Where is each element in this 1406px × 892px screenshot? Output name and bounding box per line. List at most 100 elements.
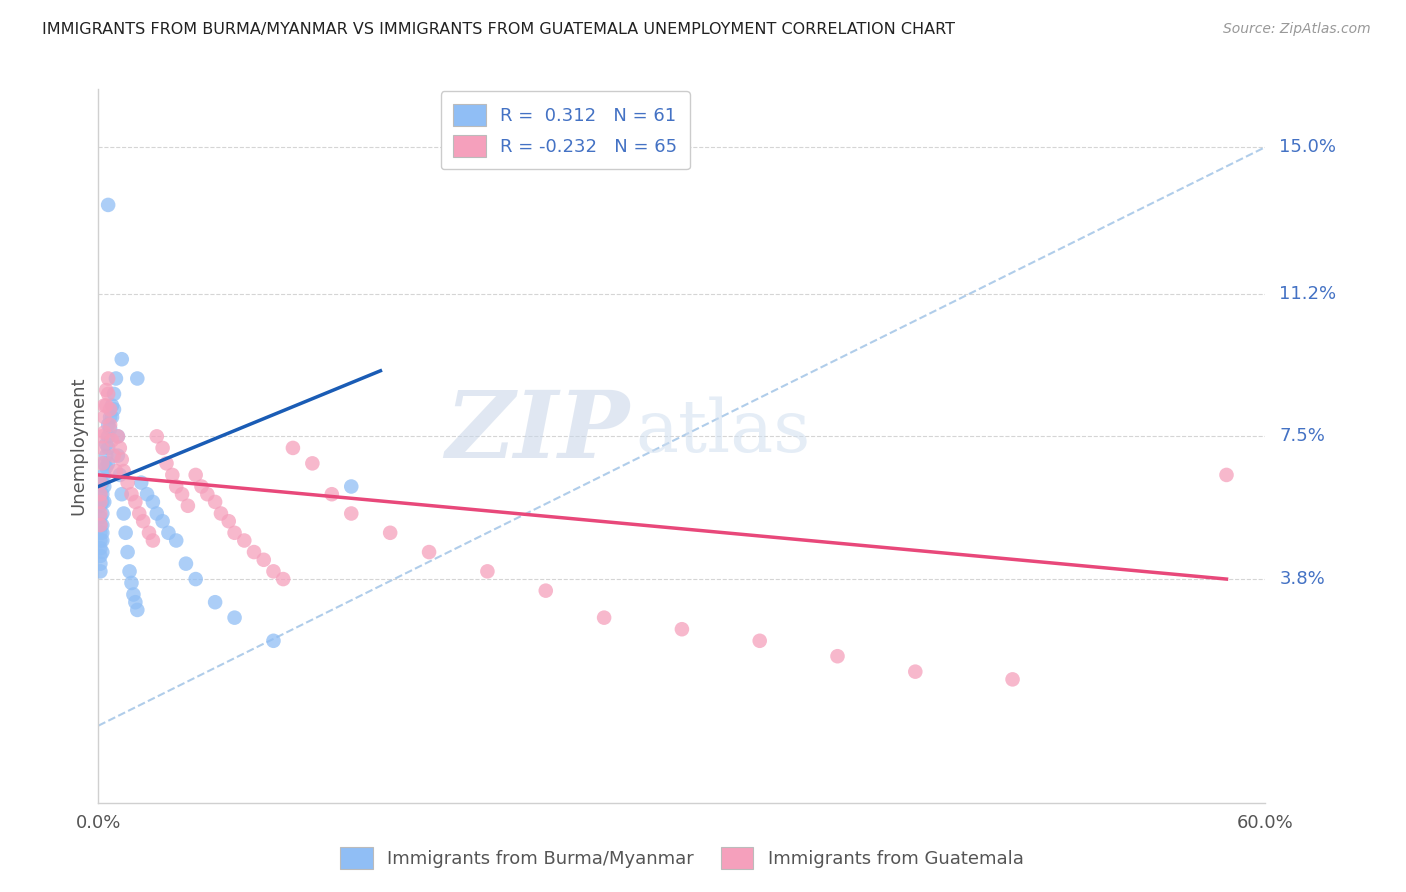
Point: [146, 429, 169, 443]
Point: [107, 429, 129, 443]
Point: [89, 525, 111, 540]
Point: [101, 399, 124, 413]
Point: [224, 525, 246, 540]
Point: [97, 441, 120, 455]
Point: [91, 495, 114, 509]
Point: [128, 507, 150, 521]
Point: [98, 402, 121, 417]
Point: [111, 352, 134, 367]
Point: [93, 479, 115, 493]
Point: [281, 441, 304, 455]
Point: [195, 487, 218, 501]
Text: Source: ZipAtlas.com: Source: ZipAtlas.com: [1223, 22, 1371, 37]
Point: [593, 610, 616, 624]
Point: [89, 475, 111, 490]
Point: [89, 565, 111, 579]
Point: [91, 441, 114, 455]
Point: [104, 371, 127, 385]
Point: [101, 434, 124, 448]
Point: [112, 507, 135, 521]
Point: [534, 583, 557, 598]
Point: [103, 387, 125, 401]
Point: [904, 665, 927, 679]
Point: [97, 371, 120, 385]
Point: [184, 572, 207, 586]
Point: [124, 595, 146, 609]
Point: [224, 610, 246, 624]
Point: [108, 441, 131, 455]
Point: [262, 565, 284, 579]
Point: [301, 456, 323, 470]
Point: [91, 518, 114, 533]
Point: [243, 545, 266, 559]
Point: [321, 487, 343, 501]
Y-axis label: Unemployment: Unemployment: [69, 376, 87, 516]
Point: [671, 622, 693, 636]
Point: [93, 425, 115, 440]
Point: [89, 487, 111, 501]
Point: [114, 525, 136, 540]
Point: [103, 402, 125, 417]
Point: [378, 525, 402, 540]
Point: [96, 437, 118, 451]
Point: [132, 514, 155, 528]
Point: [89, 557, 111, 571]
Point: [121, 487, 143, 501]
Point: [170, 487, 193, 501]
Point: [103, 449, 125, 463]
Point: [162, 467, 184, 482]
Point: [112, 464, 135, 478]
Point: [204, 595, 226, 609]
Point: [93, 399, 115, 413]
Point: [184, 467, 207, 482]
Point: [142, 495, 165, 509]
Point: [93, 410, 115, 425]
Point: [165, 479, 187, 493]
Point: [91, 475, 114, 490]
Point: [136, 487, 159, 501]
Text: 7.5%: 7.5%: [1279, 427, 1326, 445]
Point: [89, 518, 111, 533]
Point: [233, 533, 256, 548]
Point: [418, 545, 440, 559]
Point: [127, 371, 149, 385]
Point: [91, 487, 114, 501]
Point: [340, 507, 363, 521]
Point: [93, 495, 115, 509]
Point: [127, 603, 149, 617]
Point: [89, 507, 111, 521]
Point: [827, 649, 849, 664]
Point: [93, 456, 115, 470]
Point: [96, 460, 118, 475]
Point: [340, 479, 363, 493]
Point: [218, 514, 240, 528]
Point: [96, 399, 118, 413]
Point: [107, 429, 129, 443]
Point: [142, 533, 165, 548]
Point: [89, 487, 111, 501]
Point: [89, 541, 111, 556]
Point: [98, 422, 121, 436]
Point: [174, 557, 197, 571]
Point: [748, 633, 770, 648]
Point: [98, 417, 121, 432]
Point: [91, 525, 114, 540]
Point: [96, 383, 118, 397]
Text: 3.8%: 3.8%: [1279, 570, 1324, 588]
Point: [152, 441, 174, 455]
Point: [262, 633, 284, 648]
Point: [1215, 467, 1237, 482]
Point: [477, 565, 499, 579]
Point: [117, 475, 139, 490]
Point: [89, 495, 111, 509]
Point: [89, 499, 111, 513]
Point: [155, 456, 177, 470]
Point: [121, 576, 143, 591]
Point: [89, 510, 111, 524]
Point: [108, 467, 131, 482]
Point: [118, 565, 141, 579]
Point: [89, 549, 111, 563]
Legend: Immigrants from Burma/Myanmar, Immigrants from Guatemala: Immigrants from Burma/Myanmar, Immigrant…: [333, 839, 1031, 876]
Point: [138, 525, 160, 540]
Text: 11.2%: 11.2%: [1279, 285, 1337, 302]
